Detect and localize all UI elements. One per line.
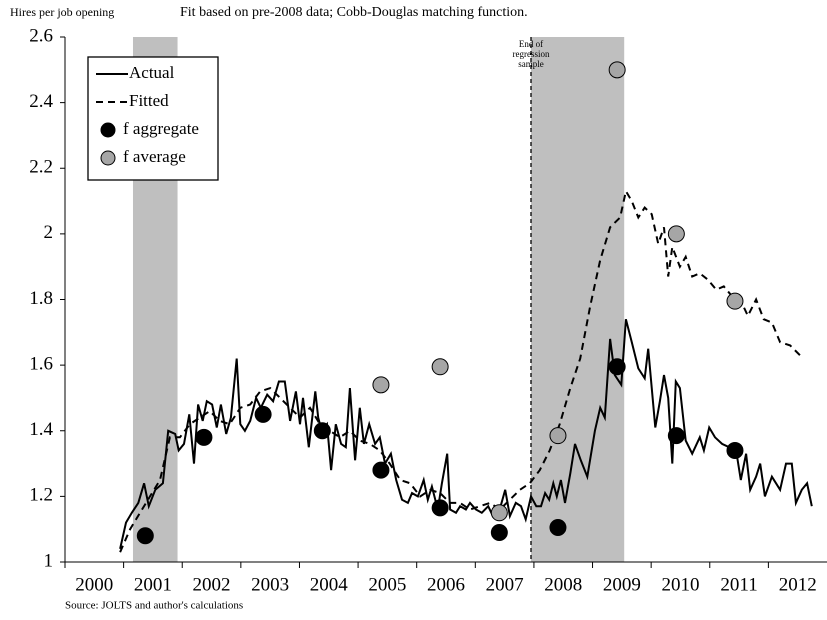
legend-label: Actual — [129, 63, 175, 82]
y-tick-label: 1.8 — [29, 288, 53, 309]
annotation: regression — [512, 49, 549, 59]
point — [608, 358, 626, 376]
x-tick-label: 2008 — [544, 574, 582, 595]
x-tick-label: 2010 — [661, 574, 699, 595]
x-tick-label: 2006 — [427, 574, 465, 595]
x-tick-label: 2012 — [779, 574, 817, 595]
series-line — [119, 318, 813, 550]
point — [667, 427, 685, 445]
x-tick-label: 2003 — [251, 574, 289, 595]
series-line — [119, 188, 801, 553]
point — [549, 519, 567, 537]
y-tick-label: 1 — [44, 550, 54, 571]
legend-marker — [100, 122, 116, 138]
point — [136, 527, 154, 545]
y-tick-label: 1.6 — [29, 353, 53, 374]
y-tick-label: 2 — [44, 222, 54, 243]
point — [431, 358, 449, 376]
point — [490, 523, 508, 541]
source: Source: JOLTS and author's calculations — [65, 600, 243, 612]
annotation: sample — [518, 59, 544, 69]
legend-label: f aggregate — [123, 119, 199, 138]
point — [372, 461, 390, 479]
point — [726, 441, 744, 459]
x-tick-label: 2004 — [310, 574, 349, 595]
x-tick-label: 2002 — [193, 574, 231, 595]
point — [549, 427, 567, 445]
legend-label: Fitted — [129, 91, 169, 110]
point — [667, 225, 685, 243]
y-tick-label: 2.4 — [29, 91, 53, 112]
shaded-period — [530, 37, 625, 562]
point — [372, 376, 390, 394]
x-tick-label: 2001 — [134, 574, 172, 595]
point — [490, 504, 508, 522]
y-tick-label: 1.2 — [29, 485, 53, 506]
y-tick-label: 1.4 — [29, 419, 53, 440]
x-tick-label: 2000 — [75, 574, 113, 595]
subtitle: Fit based on pre-2008 data; Cobb-Douglas… — [180, 5, 528, 20]
annotation: End of — [519, 39, 543, 49]
legend-marker — [100, 150, 116, 166]
point — [726, 292, 744, 310]
point — [608, 61, 626, 79]
x-tick-label: 2011 — [720, 574, 757, 595]
y-axis-label: Hires per job opening — [10, 5, 114, 19]
x-tick-label: 2009 — [603, 574, 641, 595]
y-tick-label: 2.6 — [29, 25, 53, 46]
legend-label: f average — [123, 147, 186, 166]
point — [431, 499, 449, 517]
point — [313, 422, 331, 440]
x-tick-label: 2005 — [368, 574, 406, 595]
point — [195, 428, 213, 446]
x-tick-label: 2007 — [486, 574, 524, 595]
y-tick-label: 2.2 — [29, 157, 53, 178]
point — [254, 405, 272, 423]
